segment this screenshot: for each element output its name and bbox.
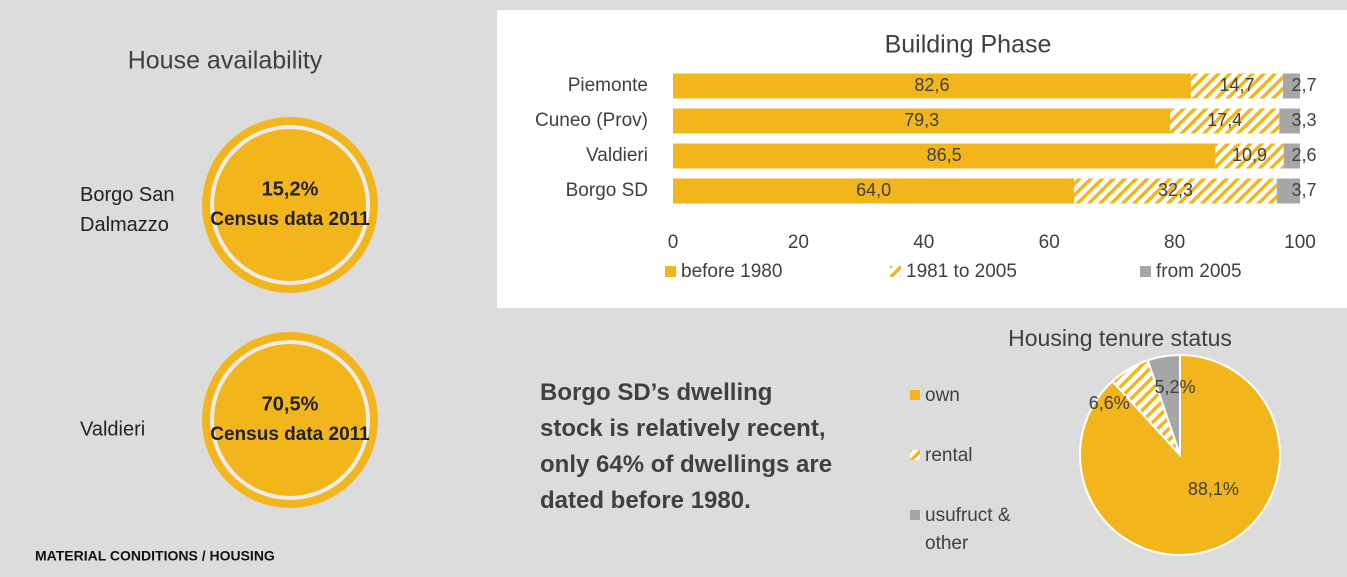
data-label: 3,3 — [1291, 110, 1316, 130]
bar — [673, 73, 1191, 99]
footer: MATERIAL CONDITIONS / HOUSING — [35, 548, 275, 564]
x-tick-label: 100 — [1284, 232, 1316, 253]
bar — [1170, 108, 1280, 134]
x-tick-label: 80 — [1164, 232, 1185, 253]
data-label: 3,7 — [1291, 180, 1316, 200]
data-label: 5,2% — [1154, 377, 1195, 397]
data-label: 17,4 — [1207, 110, 1242, 130]
data-label: 2,7 — [1291, 75, 1316, 95]
y-tick-label: Borgo SD — [566, 180, 648, 201]
bar — [673, 178, 1075, 204]
chart-title: Housing tenure status — [1008, 325, 1232, 351]
legend-label: 1981 to 2005 — [906, 261, 1017, 282]
data-label: 14,7 — [1219, 75, 1254, 95]
legend-swatch — [910, 450, 920, 460]
x-tick-label: 40 — [913, 232, 934, 253]
value-label: 70,5% — [262, 393, 319, 415]
legend-label: before 1980 — [681, 261, 782, 282]
x-tick-label: 20 — [788, 232, 809, 253]
data-label: 6,6% — [1089, 393, 1130, 413]
legend-label: rental — [925, 445, 973, 466]
data-label: 64,0 — [856, 180, 891, 200]
bar — [1074, 178, 1277, 204]
data-label: 79,3 — [904, 110, 939, 130]
bar — [1283, 73, 1300, 99]
note: Census data 2011 — [210, 209, 370, 230]
x-tick-label: 60 — [1039, 232, 1060, 253]
y-tick-label: Cuneo (Prov) — [535, 110, 648, 131]
data-label: 32,3 — [1158, 180, 1193, 200]
place-label: Borgo San Dalmazzo — [80, 184, 175, 236]
data-label: 86,5 — [927, 145, 962, 165]
legend-swatch — [1140, 266, 1151, 277]
y-tick-label: Piemonte — [568, 75, 648, 96]
x-tick-label: 0 — [668, 232, 679, 253]
caption: Borgo SD’s dwelling stock is relatively … — [540, 379, 833, 514]
panel-title: House availability — [128, 47, 323, 75]
data-label: 2,6 — [1291, 145, 1316, 165]
y-tick-label: Valdieri — [586, 145, 648, 166]
bar — [1276, 178, 1300, 204]
legend-swatch — [910, 390, 920, 400]
bar — [1283, 143, 1300, 169]
data-label: 82,6 — [914, 75, 949, 95]
legend-label: usufruct & other — [925, 505, 1011, 554]
circle — [202, 117, 378, 508]
place-label: Valdieri — [80, 418, 145, 440]
legend-swatch — [665, 266, 676, 277]
data-label: 10,9 — [1232, 145, 1267, 165]
pie-slice — [1146, 353, 1181, 456]
chart-title: Building Phase — [885, 31, 1052, 59]
data-label: 88,1% — [1188, 479, 1239, 499]
bar — [673, 108, 1171, 134]
bar — [1279, 108, 1300, 134]
legend-label: from 2005 — [1156, 261, 1242, 282]
legend-label: own — [925, 385, 960, 406]
bar — [1215, 143, 1284, 169]
legend-swatch — [910, 510, 920, 520]
bar — [673, 143, 1216, 169]
legend-swatch — [890, 266, 901, 277]
bar — [1190, 73, 1284, 99]
note: Census data 2011 — [210, 424, 370, 445]
value-label: 15,2% — [262, 178, 319, 200]
